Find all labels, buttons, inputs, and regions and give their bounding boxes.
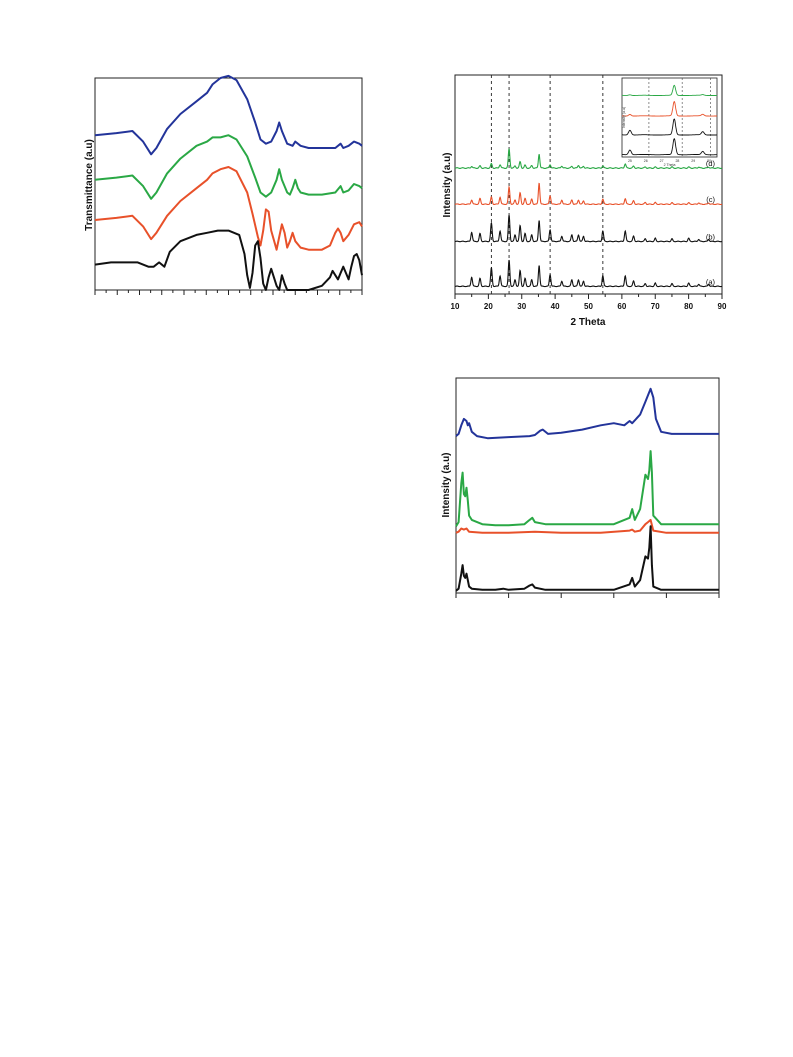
xrd-series xyxy=(454,148,723,288)
xrd-x-tick-label: 60 xyxy=(617,302,626,311)
xrd-x-tick-label: 20 xyxy=(484,302,493,311)
xrd-chart: Intensity (a.u) 2 Theta 10 20 30 40 50 60 70 80… xyxy=(442,74,727,328)
xrd-inset-series-line-2 xyxy=(622,118,717,136)
xrd-inset-tick-label: 27 xyxy=(660,159,664,163)
xrd-x-tick-label: 70 xyxy=(651,302,660,311)
xrd-series-label: (d) xyxy=(706,159,716,168)
ftir-series xyxy=(94,74,363,291)
ftir-plot-frame xyxy=(94,77,363,291)
xrd-x-tick-label: 30 xyxy=(517,302,526,311)
xrd-x-tick-label: 40 xyxy=(551,302,560,311)
raman-series xyxy=(455,387,719,592)
ftir-series-line-1 xyxy=(94,74,363,156)
xrd-inset-tick-label: 25 xyxy=(628,159,632,163)
xrd-inset-x-label: 2 Theta xyxy=(664,163,676,167)
ftir-y-axis-label: Transmittance (a.u) xyxy=(84,139,95,231)
raman-series-line-3 xyxy=(455,518,719,534)
raman-y-axis-label: Intensity (a.u) xyxy=(441,452,452,517)
xrd-x-tick-label: 80 xyxy=(684,302,693,311)
xrd-series-label: (b) xyxy=(706,232,716,241)
xrd-series-line-3 xyxy=(454,182,723,206)
xrd-inset-series-line-1 xyxy=(622,137,717,156)
xrd-inset-tick-label: 29 xyxy=(691,159,695,163)
ftir-series-line-4 xyxy=(94,229,363,291)
xrd-inset-tick-label: 26 xyxy=(644,159,648,163)
ftir-series-line-2 xyxy=(94,134,363,200)
xrd-x-tick-label: 90 xyxy=(718,302,727,311)
xrd-inset-tick-label: 30 xyxy=(707,159,711,163)
xrd-x-ticks: 10 20 30 40 50 60 70 80 90 xyxy=(451,294,727,311)
xrd-series-line-1 xyxy=(454,259,723,288)
raman-chart: Intensity (a.u) xyxy=(441,377,720,598)
xrd-y-axis-label: Intensity (a.u) xyxy=(442,152,453,217)
xrd-series-labels: (a) (b) (c) (d) xyxy=(706,159,716,286)
raman-series-line-2 xyxy=(455,450,719,527)
xrd-series-label: (a) xyxy=(706,277,716,286)
xrd-inset-series-line-3 xyxy=(622,100,717,117)
xrd-series-line-4 xyxy=(454,148,723,169)
xrd-inset-chart: 25 26 27 28 29 30 2 Theta Intensity (a.u) xyxy=(621,77,718,167)
xrd-series-line-2 xyxy=(454,215,723,243)
ftir-x-ticks xyxy=(94,290,363,295)
raman-plot-frame xyxy=(455,377,720,594)
xrd-series-label: (c) xyxy=(706,195,715,204)
xrd-x-axis-label: 2 Theta xyxy=(570,317,605,328)
raman-series-line-1 xyxy=(455,387,719,440)
raman-x-ticks xyxy=(455,593,720,598)
xrd-x-tick-label: 10 xyxy=(451,302,460,311)
xrd-x-tick-label: 50 xyxy=(584,302,593,311)
xrd-inset-series-line-4 xyxy=(622,84,717,96)
ftir-series-line-3 xyxy=(94,166,363,251)
raman-series-line-4 xyxy=(455,525,719,592)
xrd-inset-frame xyxy=(621,77,718,158)
xrd-reference-lines xyxy=(490,75,604,294)
ftir-chart: Transmittance (a.u) xyxy=(84,74,363,295)
xrd-inset-tick-label: 28 xyxy=(675,159,679,163)
xrd-inset-y-label: Intensity (a.u) xyxy=(622,107,626,128)
